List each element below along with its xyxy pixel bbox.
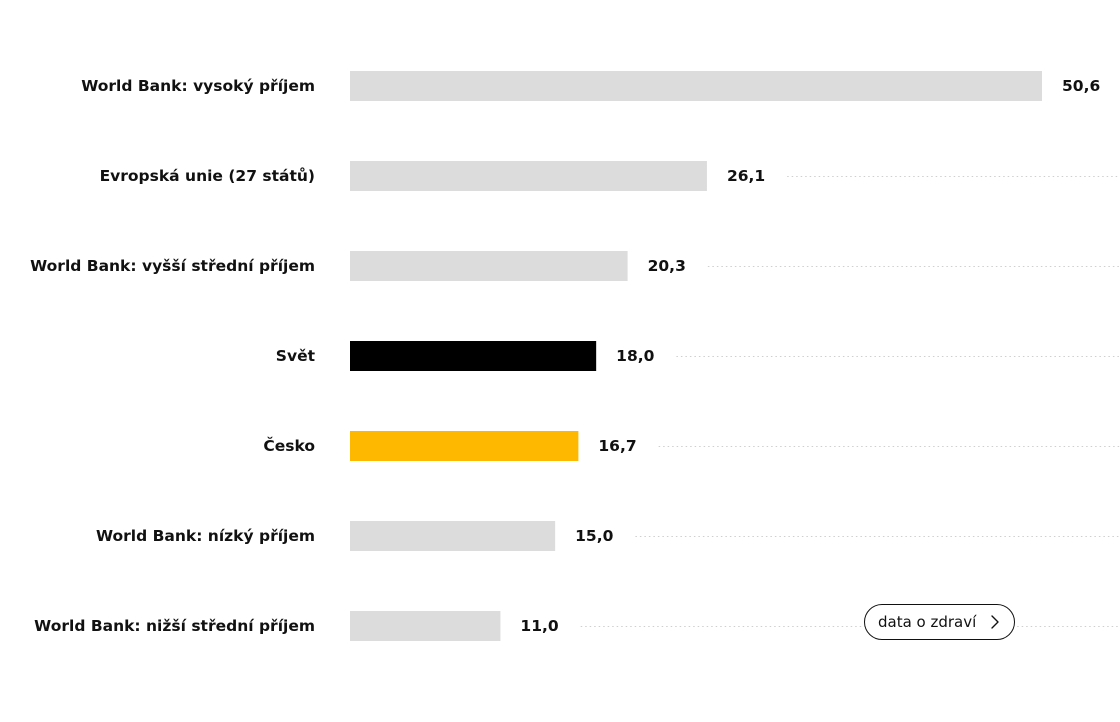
data-o-zdravi-button[interactable]: data o zdraví	[864, 604, 1016, 640]
chart-rows: World Bank: vysoký příjem 50,6 Evropská un…	[30, 71, 1120, 641]
value-label: 15,0	[575, 527, 613, 545]
category-label: World Bank: nižší střední příjem	[34, 617, 315, 635]
value-label: 50,6	[1062, 77, 1100, 95]
chart-row: Svět 18,0	[276, 341, 1120, 371]
bar	[350, 521, 556, 551]
chart-row: World Bank: nižší střední příjem 11,0	[34, 611, 1120, 641]
category-label: World Bank: vysoký příjem	[81, 77, 315, 95]
bar	[350, 71, 1042, 101]
chart-row: World Bank: vysoký příjem 50,6	[81, 71, 1100, 101]
value-label: 11,0	[520, 617, 558, 635]
category-label: Svět	[276, 347, 316, 365]
chevron-right-icon	[991, 615, 1000, 629]
chart-row: World Bank: nízký příjem 15,0	[96, 521, 1120, 551]
value-label: 16,7	[598, 437, 636, 455]
bar	[350, 611, 501, 641]
bar	[350, 431, 579, 461]
bar	[350, 251, 628, 281]
value-label: 18,0	[616, 347, 654, 365]
category-label: World Bank: nízký příjem	[96, 527, 315, 545]
value-label: 20,3	[648, 257, 686, 275]
bar	[350, 341, 597, 371]
value-label: 26,1	[727, 167, 765, 185]
bar	[350, 161, 707, 191]
chart-row: Evropská unie (27 států) 26,1	[100, 161, 1120, 191]
category-label: Evropská unie (27 států)	[100, 166, 315, 185]
category-label: Česko	[263, 436, 315, 455]
chart-row: World Bank: vyšší střední příjem 20,3	[30, 251, 1120, 281]
category-label: World Bank: vyšší střední příjem	[30, 257, 315, 275]
data-o-zdravi-button-label: data o zdraví	[878, 613, 977, 631]
chart-row: Česko 16,7	[263, 431, 1120, 461]
